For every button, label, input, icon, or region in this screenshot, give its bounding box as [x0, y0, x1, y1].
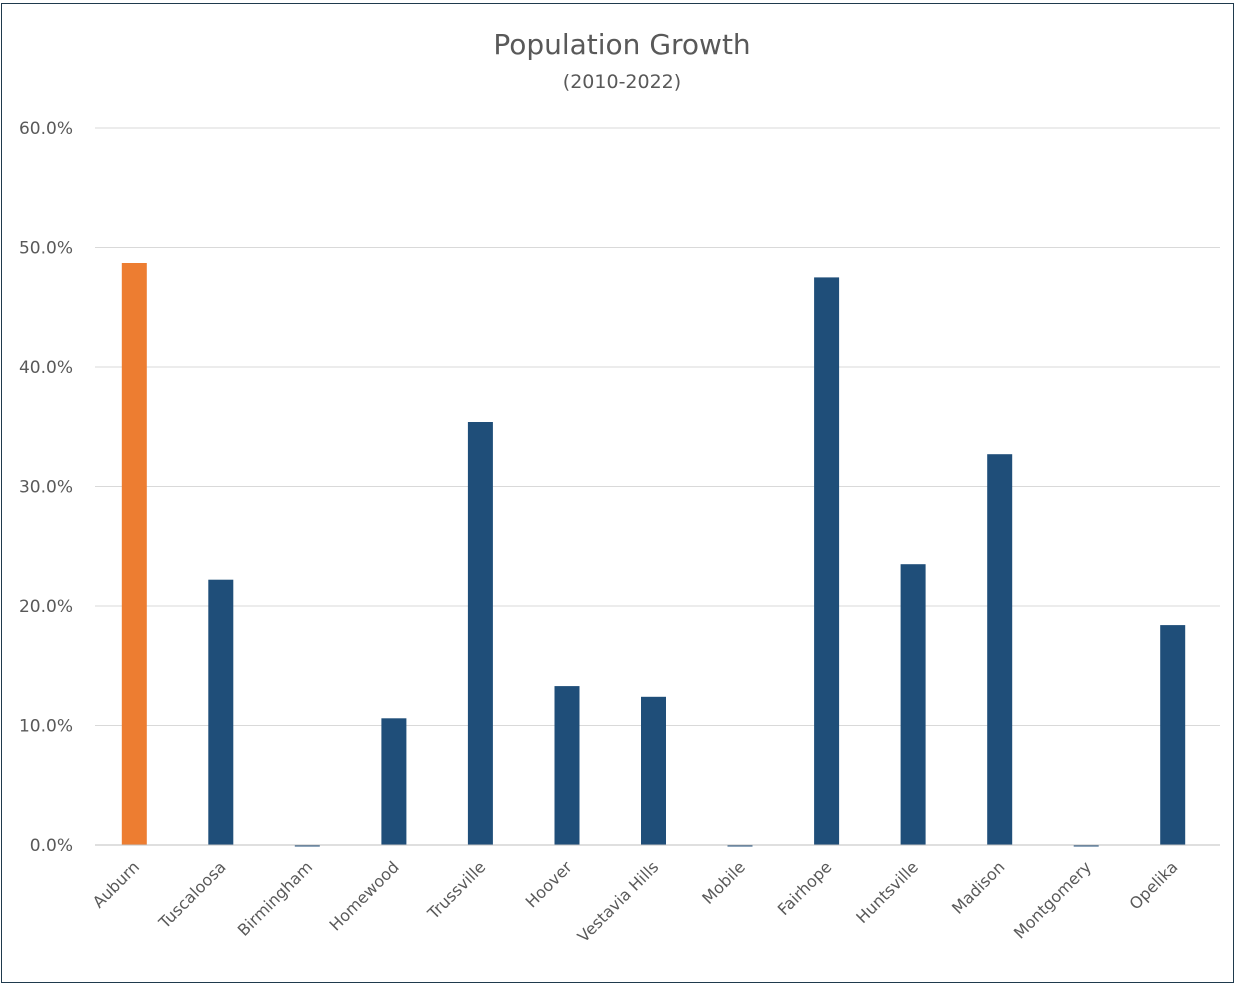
x-tick-label: Auburn	[89, 857, 143, 911]
x-tick-label: Tuscaloosa	[154, 857, 229, 932]
bars	[121, 263, 1186, 847]
bar-hoover	[554, 686, 580, 845]
x-tick-label: Montgomery	[1010, 857, 1095, 942]
bar-birmingham	[294, 845, 320, 847]
bar-huntsville	[900, 564, 926, 845]
x-tick-label: Madison	[948, 857, 1008, 917]
chart-subtitle: (2010-2022)	[563, 71, 681, 93]
gridlines	[95, 127, 1220, 726]
y-tick-label: 0.0%	[30, 836, 73, 856]
y-tick-label: 60.0%	[19, 119, 73, 139]
bar-auburn	[121, 263, 147, 845]
y-tick-label: 50.0%	[19, 239, 73, 259]
y-tick-label: 10.0%	[19, 717, 73, 737]
chart-frame	[1, 3, 1234, 983]
x-tick-label: Birmingham	[234, 857, 316, 939]
bar-trussville	[467, 422, 493, 845]
y-tick-label: 20.0%	[19, 597, 73, 617]
bar-madison	[987, 454, 1013, 845]
bar-vestavia-hills	[641, 696, 666, 845]
x-tick-label: Vestavia Hills	[574, 857, 663, 946]
bar-fairhope	[814, 277, 840, 845]
bar-montgomery	[1073, 845, 1099, 847]
x-tick-label: Huntsville	[852, 857, 922, 927]
x-tick-label: Trussville	[423, 857, 489, 923]
bar-tuscaloosa	[208, 579, 234, 845]
x-tick-label: Homewood	[326, 857, 403, 934]
x-tick-label: Hoover	[522, 857, 576, 911]
x-tick-label: Mobile	[698, 857, 749, 908]
y-axis-ticks: 0.0% 10.0% 20.0% 30.0% 40.0% 50.0% 60.0%	[19, 119, 73, 856]
bar-mobile	[727, 845, 753, 847]
x-tick-label: Opelika	[1125, 857, 1181, 913]
y-tick-label: 40.0%	[19, 358, 73, 378]
x-tick-label: Fairhope	[774, 857, 836, 919]
x-axis-categories: Auburn Tuscaloosa Birmingham Homewood Trussv…	[89, 857, 1182, 946]
bar-homewood	[381, 718, 407, 845]
bar-opelika	[1160, 625, 1186, 845]
chart-title: Population Growth	[493, 28, 750, 61]
y-tick-label: 30.0%	[19, 478, 73, 498]
